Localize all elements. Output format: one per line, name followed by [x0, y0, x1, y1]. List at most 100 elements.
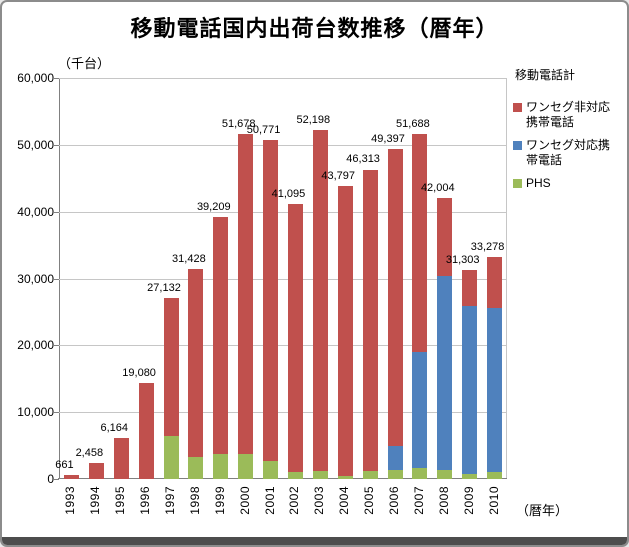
bar-segment-2006: [387, 470, 403, 479]
bar-segment-2000: [238, 133, 254, 454]
y-axis-tick: [54, 78, 59, 79]
total-label-1996: 19,080: [122, 367, 156, 380]
bar-segment-1999: [213, 454, 229, 479]
bar-segment-1998: [188, 268, 204, 457]
x-tick-label-1995: 1995: [113, 486, 128, 515]
total-label-1993: 661: [55, 458, 74, 471]
total-label-1995: 6,164: [100, 421, 128, 434]
y-axis-tick: [54, 479, 59, 480]
legend-item-label: PHS: [526, 176, 551, 190]
x-tick-label-2007: 2007: [411, 486, 426, 515]
bar-segment-2001: [263, 139, 279, 461]
x-axis-line: [58, 478, 507, 479]
x-tick-label-1999: 1999: [212, 486, 227, 515]
legend-item-2: PHS: [513, 176, 627, 191]
total-label-1994: 2,458: [75, 446, 104, 459]
bar-segment-1994: [88, 462, 104, 479]
y-tick-label: 60,000: [17, 71, 54, 85]
x-tick-label-1998: 1998: [187, 486, 202, 515]
total-label-2001: 50,771: [246, 123, 281, 136]
y-tick-label: 50,000: [17, 137, 54, 152]
total-label-2002: 41,095: [271, 188, 306, 201]
y-tick-label: 40,000: [17, 204, 54, 219]
x-tick-label-1996: 1996: [138, 486, 153, 515]
legend-item-label: ワンセグ非対応携帯電話: [526, 100, 611, 129]
x-tick-label-1993: 1993: [63, 486, 78, 515]
bar-segment-2009: [462, 474, 478, 479]
bar-segment-1996: [138, 383, 154, 479]
total-label-2009: 31,303: [445, 253, 480, 266]
bar-segment-2007: [412, 352, 428, 468]
legend: 移動電話計 ワンセグ非対応携帯電話 ワンセグ対応携帯電話 PHS: [513, 68, 627, 199]
legend-item-1: ワンセグ対応携帯電話: [513, 138, 627, 168]
bar-segment-1993: [63, 474, 79, 479]
total-label-2007: 51,688: [396, 117, 430, 130]
bar-segment-1997: [163, 297, 179, 437]
x-tick-label-2002: 2002: [287, 486, 302, 515]
x-axis-unit-label: （暦年）: [516, 503, 569, 518]
legend-item-0: ワンセグ非対応携帯電話: [513, 100, 627, 130]
bar-segment-2002: [287, 472, 303, 479]
y-tick-label: 20,000: [17, 338, 54, 353]
x-tick-label-2010: 2010: [486, 486, 501, 515]
gridline-60000: [59, 78, 507, 79]
y-axis-tick: [54, 211, 59, 213]
y-axis-tick: [54, 345, 59, 347]
gridline-20000: [59, 345, 507, 347]
x-tick-label-2004: 2004: [337, 486, 352, 515]
bar-segment-1998: [188, 456, 204, 479]
total-label-1999: 39,209: [196, 200, 231, 213]
legend-swatch-icon: [513, 103, 522, 112]
gridline-30000: [59, 278, 507, 280]
total-label-2005: 46,313: [346, 153, 380, 166]
x-tick-label-2009: 2009: [461, 486, 476, 515]
bar-segment-2006: [387, 148, 403, 447]
bar-segment-2003: [312, 470, 328, 479]
legend-title: 移動電話計: [515, 68, 576, 82]
total-label-1998: 31,428: [172, 252, 206, 265]
x-tick-label-2001: 2001: [262, 486, 277, 515]
bar-segment-1999: [213, 216, 229, 455]
bar-segment-2008: [437, 275, 453, 470]
bar-segment-2007: [412, 467, 428, 479]
bar-segment-2007: [412, 133, 428, 353]
x-tick-label-1994: 1994: [88, 486, 103, 515]
bar-segment-1997: [163, 436, 179, 479]
bar-segment-2002: [287, 204, 303, 473]
bar-segment-2010: [487, 256, 503, 308]
bar-segment-2003: [312, 130, 328, 471]
bottom-edge-bar: [2, 537, 627, 545]
bar-segment-2004: [337, 186, 353, 477]
bar-segment-2009: [462, 305, 478, 474]
chart-title: 移動電話国内出荷台数推移（暦年）: [130, 16, 499, 41]
bar-segment-2005: [362, 470, 378, 479]
total-label-2004: 43,797: [321, 170, 356, 183]
y-axis-unit-label: （千台）: [58, 56, 111, 71]
x-tick-label-2000: 2000: [237, 486, 252, 515]
x-tick-label-2008: 2008: [436, 486, 451, 515]
x-tick-label-2006: 2006: [387, 486, 401, 515]
total-label-2008: 42,004: [420, 182, 455, 195]
legend-swatch-icon: [513, 141, 522, 150]
total-label-2006: 49,397: [371, 132, 405, 145]
bar-segment-2004: [337, 476, 353, 479]
gridline-40000: [59, 211, 507, 213]
y-axis-tick: [54, 412, 59, 414]
gridline-10000: [59, 412, 507, 414]
bar-segment-2010: [487, 307, 503, 473]
y-tick-label: 10,000: [17, 405, 54, 420]
y-tick-label: 30,000: [17, 271, 54, 286]
bar-segment-2005: [362, 169, 378, 471]
bar-segment-2000: [238, 453, 254, 479]
legend-swatch-icon: [513, 179, 522, 188]
bar-segment-2008: [437, 198, 453, 276]
bar-segment-2010: [487, 472, 503, 479]
bar-segment-2001: [263, 460, 279, 479]
plot-area: 0 10,000 20,000 30,000 40,000 50,000 60,000 661…: [17, 71, 507, 515]
bar-segment-1995: [113, 437, 129, 479]
x-tick-label-1997: 1997: [163, 486, 177, 515]
total-label-1997: 27,132: [147, 281, 181, 294]
x-tick-label-2003: 2003: [312, 486, 327, 515]
total-label-2010: 33,278: [470, 240, 505, 253]
